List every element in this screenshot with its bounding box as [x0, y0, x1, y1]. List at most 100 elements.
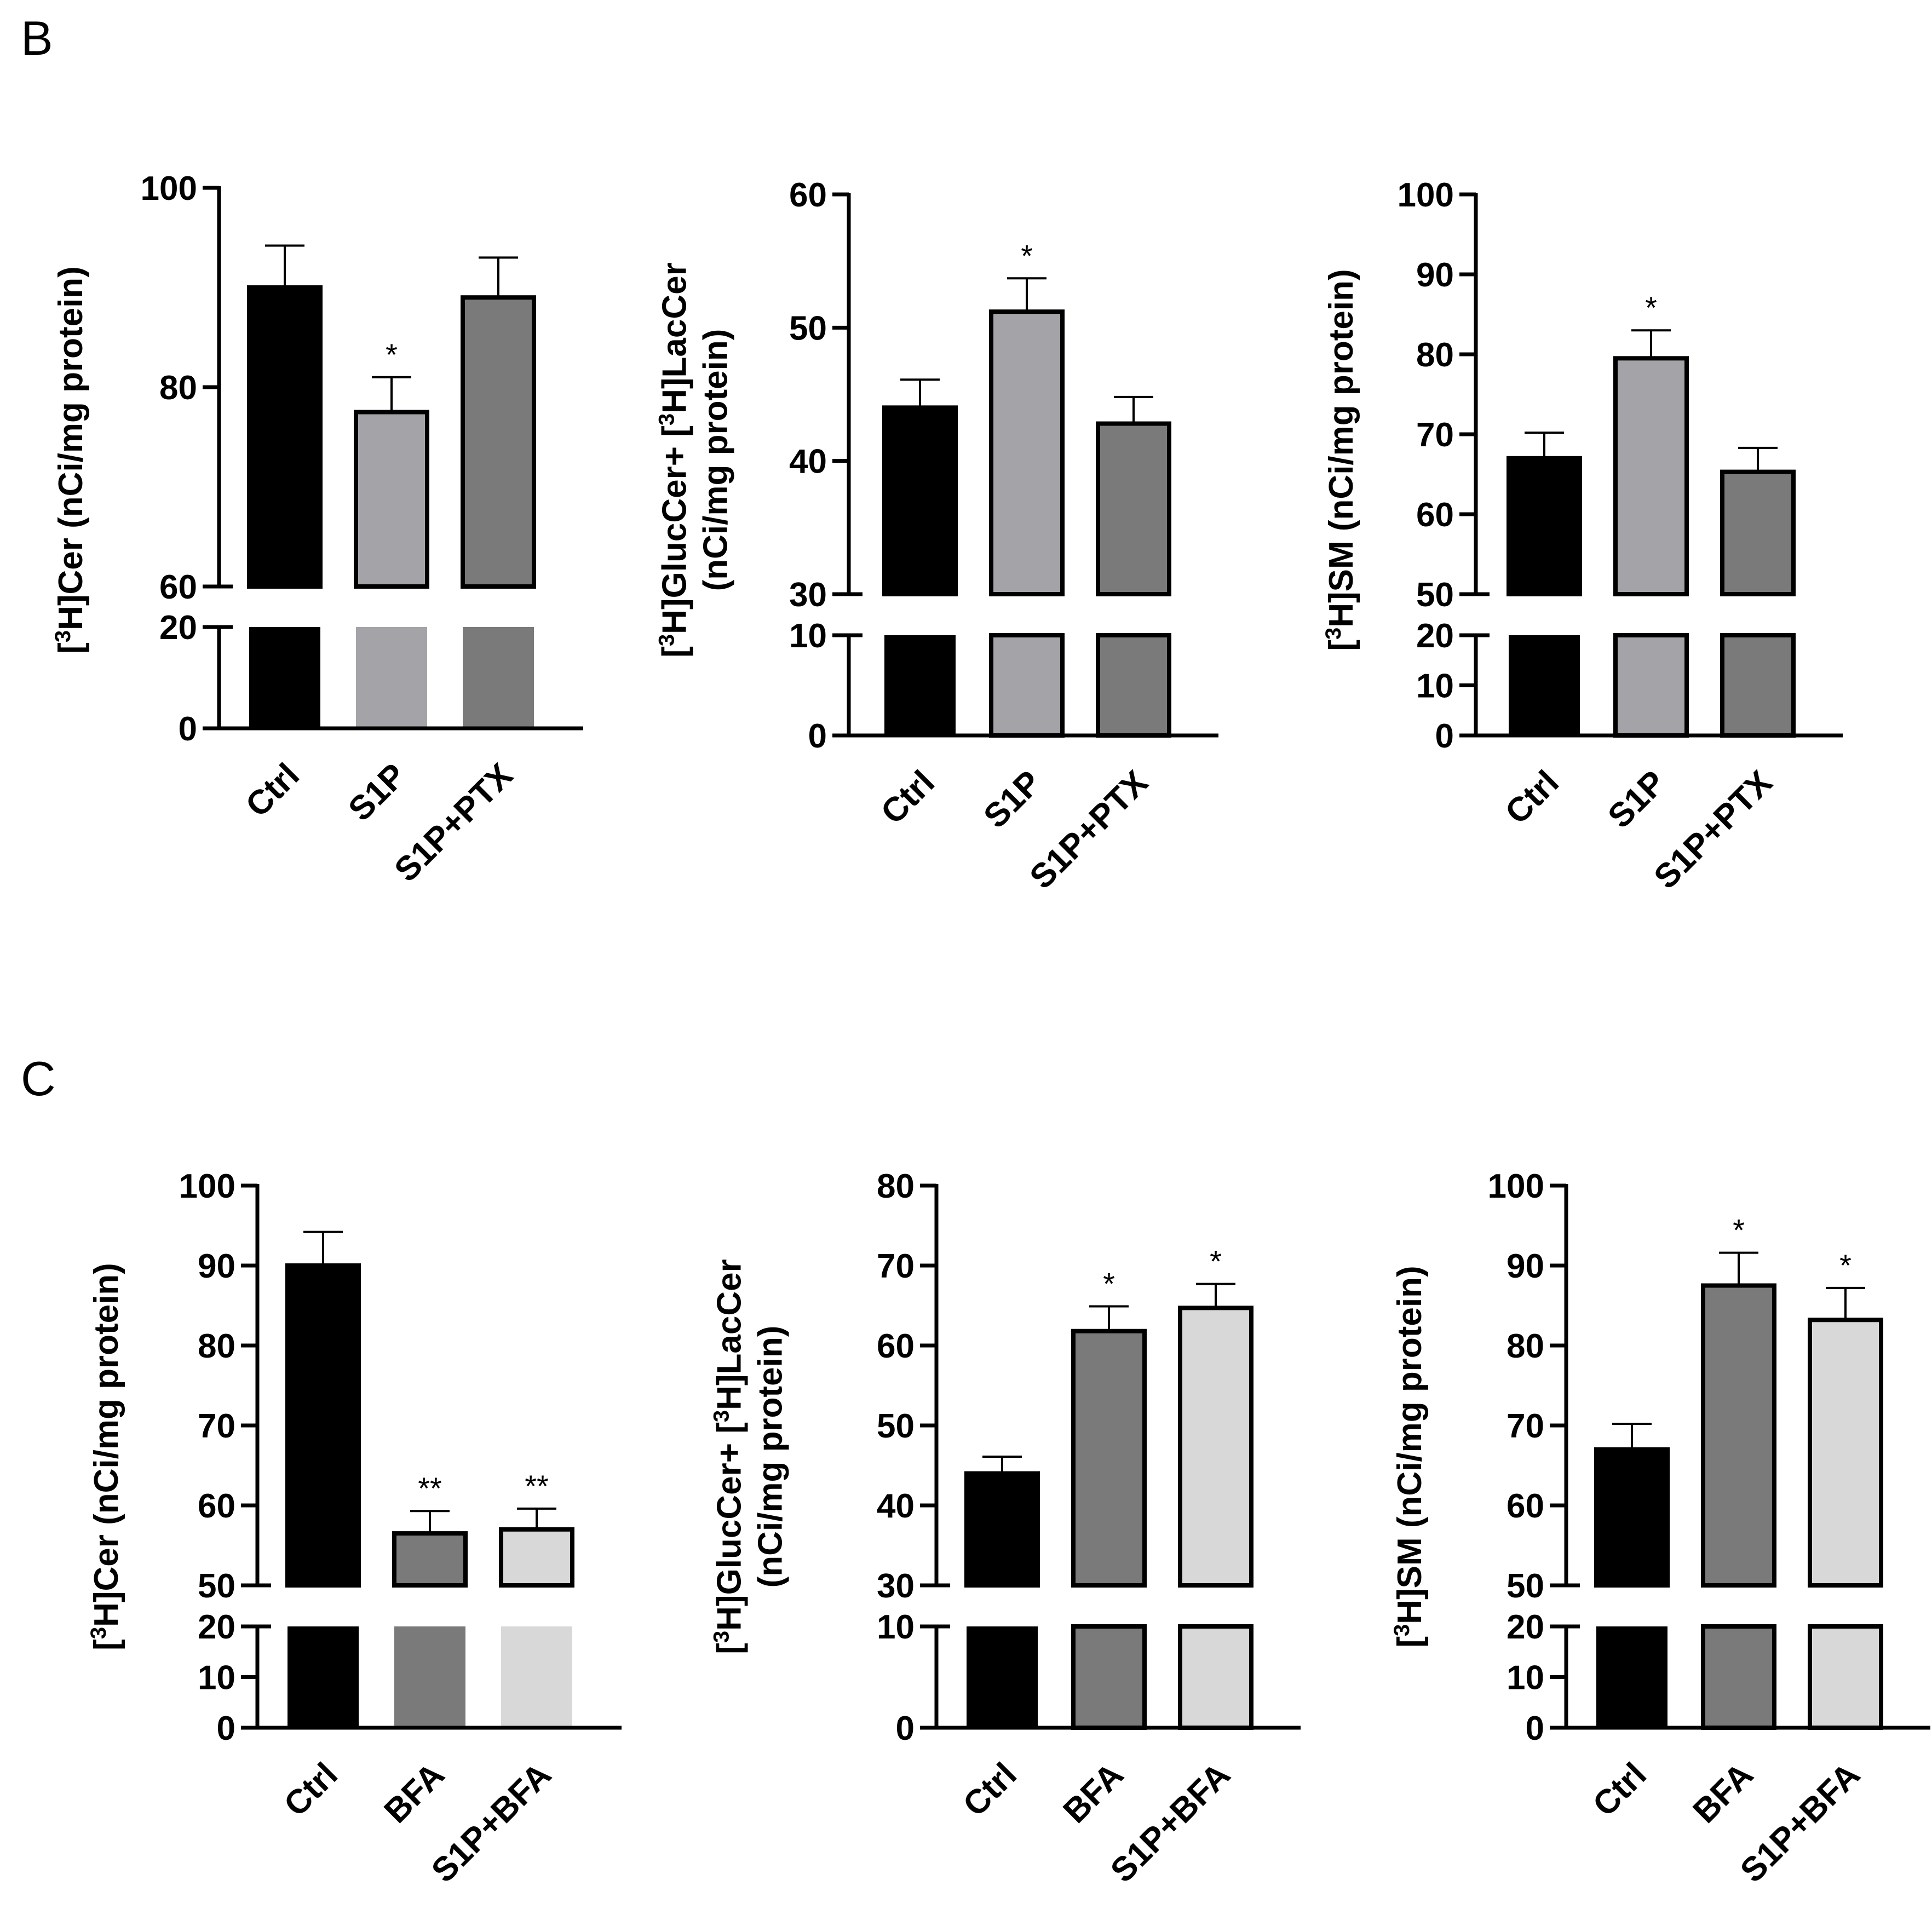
category-label-1: Ctrl — [1498, 763, 1566, 831]
bar-upper-1 — [285, 1263, 361, 1588]
y-tick-label-upper-1: 30 — [877, 1567, 915, 1605]
category-label-2: S1P — [341, 756, 413, 829]
bar-lower-2 — [356, 627, 427, 728]
bar-lower-3 — [1720, 633, 1796, 738]
y-tick-label-upper-5: 70 — [877, 1247, 915, 1285]
y-tick-label-upper-5: 90 — [1507, 1247, 1544, 1285]
y-tick-label-upper-2: 40 — [789, 443, 827, 481]
bar-upper-2 — [1071, 1329, 1147, 1588]
y-tick-label-upper-6: 100 — [1398, 176, 1454, 214]
y-axis-label-superscript: 3 — [710, 1631, 734, 1643]
y-tick-label-lower-1: 0 — [217, 1710, 235, 1747]
y-tick-label-lower-2: 10 — [877, 1608, 915, 1646]
y-axis-label-segment: [ — [1391, 1636, 1429, 1648]
category-label-2: BFA — [377, 1756, 451, 1830]
y-tick-label-lower-2: 20 — [159, 609, 197, 647]
bar-lower-3 — [1178, 1624, 1254, 1730]
y-axis-label-segment: H]SM (nCi/mg protein) — [1323, 269, 1360, 627]
bar-lower-3 — [501, 1626, 572, 1728]
bar-lower-2 — [989, 633, 1065, 738]
panel-letter-b: B — [21, 11, 53, 65]
y-axis-label-line-2: (nCi/mg protein) — [752, 1326, 790, 1588]
category-label-2: BFA — [1056, 1756, 1130, 1830]
category-label-1: Ctrl — [1586, 1756, 1654, 1824]
bar-lower-3 — [463, 627, 534, 728]
y-axis-label-line-1: [3H]Cer (nCi/mg protein) — [51, 266, 90, 654]
category-label-3: S1P+PTX — [387, 756, 520, 889]
panel-letter-c: C — [21, 1051, 56, 1106]
y-tick-label-lower-1: 0 — [179, 710, 197, 748]
bar-lower-3 — [1096, 633, 1171, 738]
category-label-1: Ctrl — [874, 763, 942, 831]
y-tick-label-upper-3: 100 — [141, 170, 197, 208]
significance-2: * — [1733, 1213, 1745, 1247]
bar-lower-1 — [288, 1626, 359, 1728]
bar-lower-2 — [1613, 633, 1689, 738]
y-tick-label-upper-1: 50 — [1507, 1567, 1544, 1605]
bar-lower-1 — [249, 627, 320, 728]
y-tick-label-upper-6: 80 — [877, 1168, 915, 1205]
significance-2: * — [1021, 238, 1033, 273]
category-label-2: S1P — [1601, 763, 1673, 836]
y-axis-label-segment: H]GlucCer+ [ — [711, 1422, 749, 1631]
y-tick-label-upper-5: 90 — [1416, 256, 1454, 294]
significance-2: ** — [418, 1471, 442, 1505]
y-axis-label-segment: [ — [52, 642, 90, 654]
y-tick-label-upper-4: 80 — [198, 1327, 235, 1365]
bar-upper-2 — [1701, 1283, 1776, 1588]
y-tick-label-upper-3: 50 — [789, 309, 827, 347]
y-tick-label-upper-3: 70 — [1507, 1407, 1544, 1445]
significance-3: * — [1839, 1248, 1852, 1283]
y-axis-label-superscript: 3 — [1321, 628, 1346, 640]
significance-2: * — [1103, 1266, 1115, 1301]
y-tick-label-upper-2: 60 — [198, 1487, 235, 1525]
y-axis-label-line-1: [3H]GlucCer+ [3H]LacCer — [655, 262, 694, 658]
y-tick-label-upper-4: 80 — [1416, 336, 1454, 374]
y-tick-label-upper-6: 100 — [179, 1168, 235, 1205]
y-axis-label-segment: [ — [656, 646, 694, 658]
significance-3: * — [1210, 1244, 1222, 1279]
y-axis-label-segment: [ — [711, 1643, 749, 1654]
y-axis-label-segment: H]Cer (nCi/mg protein) — [88, 1263, 125, 1627]
y-axis-label-superscript: 3 — [655, 634, 679, 646]
bar-lower-1 — [1596, 1626, 1668, 1728]
chart-6: Ctrl*BFA*S1P+BFA506070809010001020[3H]SM… — [1390, 1168, 1930, 1890]
category-label-2: BFA — [1686, 1756, 1760, 1830]
bar-upper-3 — [1096, 421, 1171, 596]
category-label-2: S1P — [976, 763, 1049, 836]
y-tick-label-upper-3: 70 — [1416, 416, 1454, 454]
y-axis-label-superscript: 3 — [51, 630, 75, 642]
category-label-1: Ctrl — [956, 1756, 1024, 1824]
y-tick-label-upper-1: 60 — [159, 568, 197, 606]
y-axis-label-segment: (nCi/mg protein) — [697, 329, 735, 591]
y-tick-label-lower-1: 0 — [1526, 1710, 1544, 1747]
y-tick-label-upper-5: 90 — [198, 1247, 235, 1285]
y-tick-label-lower-3: 20 — [1416, 617, 1454, 655]
y-tick-label-lower-1: 0 — [896, 1710, 915, 1747]
y-tick-label-lower-1: 0 — [808, 717, 827, 755]
y-tick-label-upper-3: 70 — [198, 1407, 235, 1445]
y-tick-label-upper-1: 30 — [789, 576, 827, 614]
category-label-1: Ctrl — [239, 756, 307, 824]
chart-5: Ctrl*BFA*S1P+BFA304050607080010[3H]GlucC… — [710, 1168, 1301, 1890]
y-tick-label-upper-4: 80 — [1507, 1327, 1544, 1365]
category-label-3: S1P+PTX — [1647, 763, 1780, 896]
bar-upper-1 — [964, 1471, 1040, 1588]
y-axis-label-line-1: [3H]SM (nCi/mg protein) — [1321, 269, 1360, 651]
y-tick-label-lower-2: 10 — [198, 1659, 235, 1697]
y-tick-label-upper-4: 60 — [789, 176, 827, 214]
bar-upper-1 — [882, 405, 958, 596]
bar-upper-3 — [1720, 469, 1796, 596]
y-tick-label-lower-1: 0 — [1435, 717, 1454, 755]
y-axis-label-superscript: 3 — [655, 413, 679, 426]
chart-4: Ctrl**BFA**S1P+BFA506070809010001020[3H]… — [87, 1168, 622, 1890]
y-tick-label-upper-2: 40 — [877, 1487, 915, 1525]
significance-3: ** — [525, 1469, 549, 1503]
y-axis-label-superscript: 3 — [710, 1410, 734, 1422]
bar-upper-1 — [247, 285, 323, 589]
